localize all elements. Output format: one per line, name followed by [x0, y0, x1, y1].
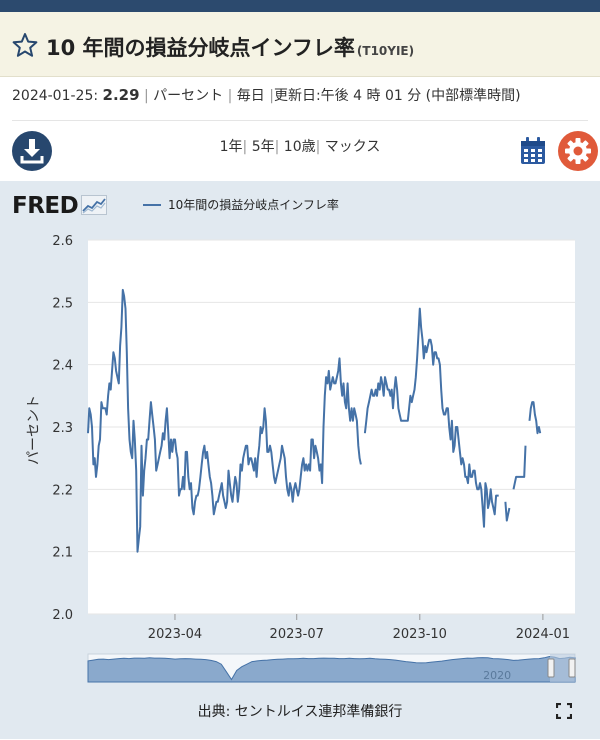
series-code: (T10YIE): [356, 44, 415, 58]
page-title: 10 年間の損益分岐点インフレ率 (T10YIE): [46, 32, 414, 62]
fullscreen-icon[interactable]: [556, 703, 572, 719]
series-title: 10 年間の損益分岐点インフレ率: [46, 36, 355, 60]
chart-panel: [0, 181, 600, 739]
range-max[interactable]: マックス: [324, 139, 381, 155]
observation-meta: 2024-01-25: 2.29 | パーセント | 毎日 |更新日:午後 4 …: [12, 86, 521, 104]
download-button[interactable]: [12, 131, 52, 171]
legend-label: 10年間の損益分岐点インフレ率: [168, 198, 339, 212]
observation-date: 2024-01-25:: [12, 88, 99, 104]
settings-button[interactable]: [558, 131, 598, 171]
fred-logo[interactable]: FRED: [12, 193, 108, 219]
download-icon: [20, 139, 44, 164]
date-range-selector: 1年| 5年| 10歳| マックス: [219, 139, 381, 155]
gear-icon: [565, 138, 591, 164]
observation-unit: パーセント: [153, 88, 224, 104]
observation-frequency: 毎日: [236, 88, 265, 104]
chart-logo-icon: [81, 195, 108, 215]
observation-value: 2.29: [102, 86, 140, 104]
title-row: 10 年間の損益分岐点インフレ率 (T10YIE): [0, 12, 600, 77]
range-1y[interactable]: 1年: [219, 139, 243, 155]
top-bar: [0, 0, 600, 12]
last-updated: 更新日:午後 4 時 01 分 (中部標準時間): [273, 88, 521, 104]
source-credit: 出典: セントルイス連邦準備銀行: [197, 704, 403, 720]
calendar-icon[interactable]: [519, 136, 547, 166]
star-icon[interactable]: [12, 32, 38, 58]
legend-line-swatch: [143, 204, 161, 206]
divider: [12, 120, 588, 121]
range-10y[interactable]: 10歳: [283, 139, 316, 155]
range-5y[interactable]: 5年: [251, 139, 275, 155]
